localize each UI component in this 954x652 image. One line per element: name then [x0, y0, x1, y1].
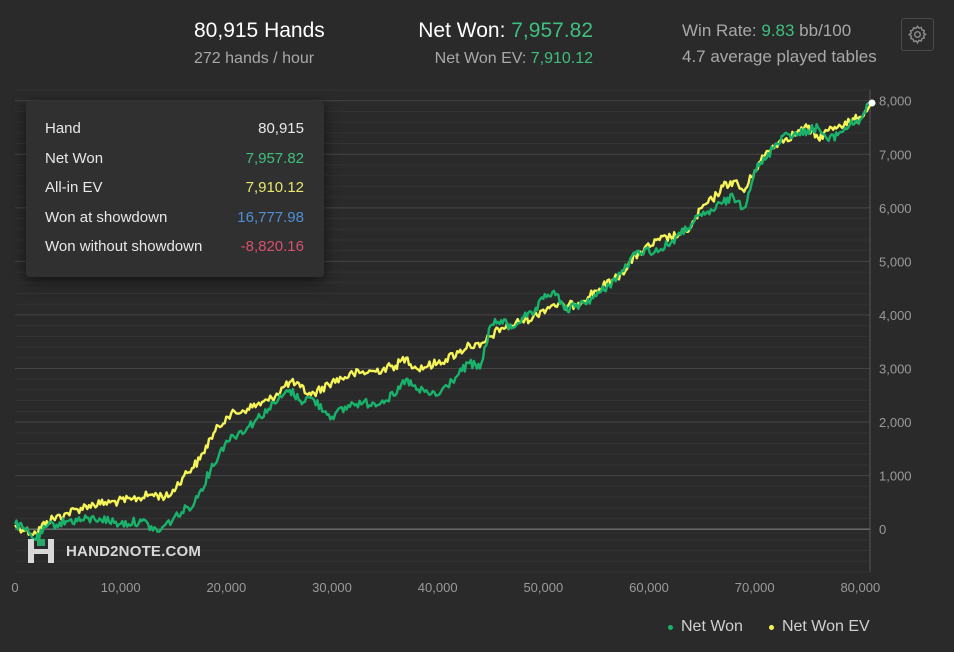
tooltip-value: -8,820.16 — [240, 238, 304, 255]
y-tick-label: 5,000 — [879, 254, 912, 269]
y-tick-label: 4,000 — [879, 308, 912, 323]
y-tick-label: 6,000 — [879, 201, 912, 216]
x-tick-label: 70,000 — [735, 580, 775, 595]
legend-item[interactable]: Net Won — [668, 618, 743, 636]
net-won-ev-line — [14, 104, 872, 537]
end-point-marker — [868, 99, 876, 107]
legend-label: Net Won — [681, 618, 743, 635]
net-won-label: Net Won: — [418, 19, 512, 42]
settings-button[interactable] — [901, 18, 934, 51]
net-won-line — [13, 101, 871, 542]
net-won-ev-label: Net Won EV: — [434, 50, 531, 67]
tooltip-value: 16,777.98 — [237, 208, 304, 226]
y-tick-label: 3,000 — [879, 361, 912, 376]
legend-marker — [668, 624, 673, 630]
hands-per-hour: 272 hands / hour — [194, 50, 315, 67]
x-tick-label: 10,000 — [101, 580, 141, 595]
watermark-text: HAND2NOTE.COM — [66, 542, 202, 560]
tooltip-label: All-in EV — [45, 179, 103, 196]
y-tick-label: 2,000 — [879, 415, 912, 430]
y-tick-label: 8,000 — [879, 94, 912, 109]
hand-tooltip: Hand 80,915 Net Won 7,957.82 All-in EV 7,910.… — [26, 101, 324, 277]
summary-header: 80,915 Hands 272 hands / hour Net Won: 7… — [0, 0, 954, 80]
win-rate-value: 9.83 — [761, 21, 795, 40]
tooltip-label: Hand — [45, 120, 81, 137]
tooltip-value: 7,910.12 — [245, 179, 304, 196]
x-tick-label: 0 — [11, 580, 18, 595]
win-rate-label: Win Rate: — [682, 21, 762, 40]
tooltip-row: All-in EV 7,910.12 — [45, 179, 304, 201]
average-tables: 4.7 average played tables — [682, 47, 877, 66]
tooltip-row: Won at showdown 16,777.98 — [45, 209, 304, 231]
x-tick-label: 60,000 — [629, 580, 669, 595]
chart-legend: Net Won Net Won EV — [668, 618, 870, 636]
tooltip-value: 80,915 — [258, 120, 304, 137]
y-tick-label: 1,000 — [879, 469, 912, 484]
hands-count: 80,915 Hands — [194, 19, 325, 42]
legend-marker — [768, 624, 774, 630]
y-tick-label: 0 — [879, 522, 886, 537]
gear-icon — [907, 24, 927, 45]
x-tick-label: 50,000 — [523, 580, 563, 595]
tooltip-label: Net Won — [45, 149, 104, 167]
x-tick-label: 30,000 — [312, 580, 352, 595]
win-rate-unit: bb/100 — [794, 21, 852, 40]
net-won-value: 7,957.82 — [511, 19, 593, 42]
watermark: HAND2NOTE.COM — [26, 535, 201, 567]
legend-item[interactable]: Net Won EV — [768, 618, 870, 636]
net-won-summary: Net Won: 7,957.82 — [418, 19, 593, 43]
x-tick-label: 80,000 — [840, 580, 880, 595]
tooltip-row: Net Won 7,957.82 — [45, 150, 304, 172]
tooltip-label: Won without showdown — [45, 238, 203, 255]
tooltip-value: 7,957.82 — [245, 149, 304, 167]
tooltip-row: Hand 80,915 — [45, 120, 304, 142]
tooltip-label: Won at showdown — [45, 208, 168, 226]
h2n-logo-icon — [28, 539, 54, 563]
y-tick-label: 7,000 — [879, 147, 912, 162]
net-won-ev-summary: Net Won EV: 7,910.12 — [435, 50, 593, 68]
x-tick-label: 20,000 — [206, 580, 246, 595]
win-rate-summary: Win Rate: 9.83 bb/100 — [682, 21, 851, 41]
tooltip-row: Won without showdown -8,820.16 — [45, 238, 304, 260]
x-tick-label: 40,000 — [418, 580, 458, 595]
net-won-ev-value: 7,910.12 — [530, 50, 593, 67]
legend-label: Net Won EV — [781, 618, 870, 635]
